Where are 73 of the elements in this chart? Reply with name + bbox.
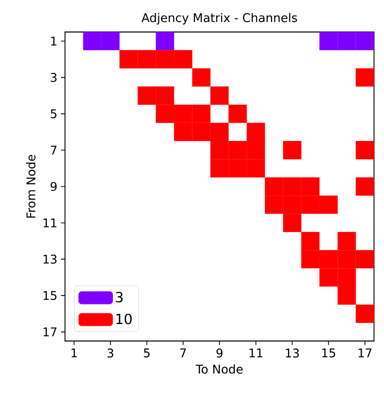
x-tick-label: 17 [358, 348, 372, 358]
point [264, 196, 284, 214]
point [246, 159, 266, 178]
point [210, 86, 229, 105]
point [101, 32, 120, 50]
point [356, 250, 374, 268]
point [156, 104, 174, 123]
point [356, 177, 374, 196]
point [174, 50, 192, 68]
point [210, 141, 229, 160]
point [356, 141, 374, 160]
point [83, 32, 102, 50]
y-tick-label: 9 [50, 182, 57, 192]
point [338, 32, 356, 50]
y-tick-label: 7 [50, 146, 56, 155]
point [138, 50, 156, 68]
y-tick-label: 17 [44, 328, 56, 336]
point [119, 50, 138, 68]
point [319, 196, 338, 214]
point [174, 122, 192, 142]
point [301, 177, 320, 196]
y-tick-label: 13 [44, 254, 57, 264]
point [356, 304, 374, 323]
point [301, 232, 320, 250]
x-tick-label: 7 [180, 348, 186, 358]
chart-title: Adjency Matrix - Channels [142, 12, 297, 24]
point [156, 50, 174, 68]
y-tick-label: 11 [44, 218, 56, 228]
point [228, 104, 247, 123]
point [283, 141, 302, 160]
point [156, 86, 174, 105]
point [192, 68, 210, 87]
point [319, 250, 338, 268]
y-tick-label: 15 [44, 291, 56, 300]
x-tick-label: 13 [286, 348, 299, 358]
point [301, 250, 320, 268]
point [356, 32, 374, 50]
point [192, 104, 210, 123]
y-tick-label: 1 [51, 36, 56, 46]
point [246, 141, 266, 160]
point [301, 196, 320, 214]
point [338, 268, 356, 287]
point [283, 196, 302, 214]
x-tick-label: 1 [72, 348, 77, 358]
point [338, 250, 356, 268]
x-tick-label: 11 [250, 348, 262, 358]
point [283, 177, 302, 196]
point [264, 177, 284, 196]
point [138, 86, 156, 105]
y-axis-title: From Node [26, 154, 36, 218]
point [228, 141, 247, 160]
point [228, 159, 247, 178]
x-axis-title: To Node [196, 364, 243, 374]
point [210, 122, 229, 142]
legend-label: 10 [116, 314, 132, 324]
x-tick-label: 9 [216, 348, 222, 358]
x-tick-label: 5 [144, 348, 150, 358]
y-tick-label: 5 [50, 109, 56, 118]
point [246, 122, 266, 142]
point [192, 122, 210, 142]
x-tick-label: 3 [108, 348, 114, 358]
point [338, 286, 356, 305]
point [283, 214, 302, 232]
y-tick-label: 3 [50, 72, 57, 82]
point [319, 32, 338, 50]
point [156, 32, 174, 50]
point [319, 268, 338, 287]
point [356, 68, 374, 87]
point [174, 104, 192, 123]
legend-label: 3 [116, 292, 123, 302]
point [210, 159, 229, 178]
point [338, 232, 356, 250]
x-tick-label: 15 [322, 348, 336, 358]
